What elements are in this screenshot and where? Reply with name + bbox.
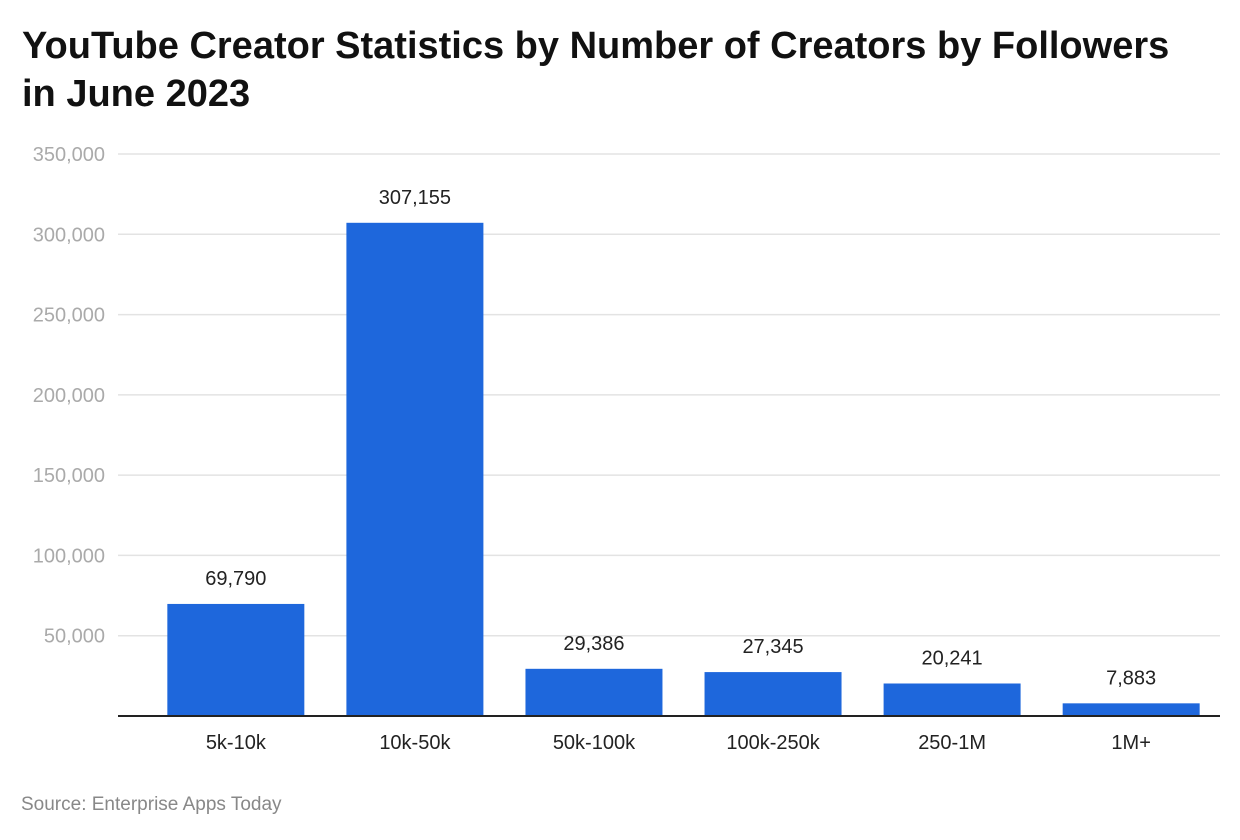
y-tick-label: 300,000 <box>33 224 105 246</box>
y-tick-label: 200,000 <box>33 385 105 407</box>
x-tick-label: 5k-10k <box>206 732 267 754</box>
bar <box>1062 703 1200 716</box>
y-tick-label: 350,000 <box>33 144 105 166</box>
y-tick-label: 50,000 <box>44 626 105 648</box>
data-label: 29,386 <box>563 633 624 655</box>
bar <box>167 603 305 716</box>
y-tick-label: 250,000 <box>33 305 105 327</box>
x-tick-label: 1M+ <box>1111 732 1150 754</box>
bar <box>704 672 842 716</box>
x-tick-label: 100k-250k <box>726 732 820 754</box>
y-tick-label: 100,000 <box>33 545 105 567</box>
chart-title: YouTube Creator Statistics by Number of … <box>22 25 1170 115</box>
x-tick-label: 50k-100k <box>553 732 636 754</box>
y-tick-label: 150,000 <box>33 465 105 487</box>
bar <box>525 668 663 716</box>
bar <box>346 222 484 717</box>
data-label: 20,241 <box>922 647 983 669</box>
data-label: 69,790 <box>205 568 266 590</box>
source-note: Source: Enterprise Apps Today <box>21 794 282 815</box>
data-label: 27,345 <box>742 636 803 658</box>
x-tick-label: 10k-50k <box>379 732 451 754</box>
data-label: 307,155 <box>379 187 451 209</box>
data-label: 7,883 <box>1106 667 1156 689</box>
x-tick-label: 250-1M <box>918 732 986 754</box>
bar <box>883 683 1021 716</box>
